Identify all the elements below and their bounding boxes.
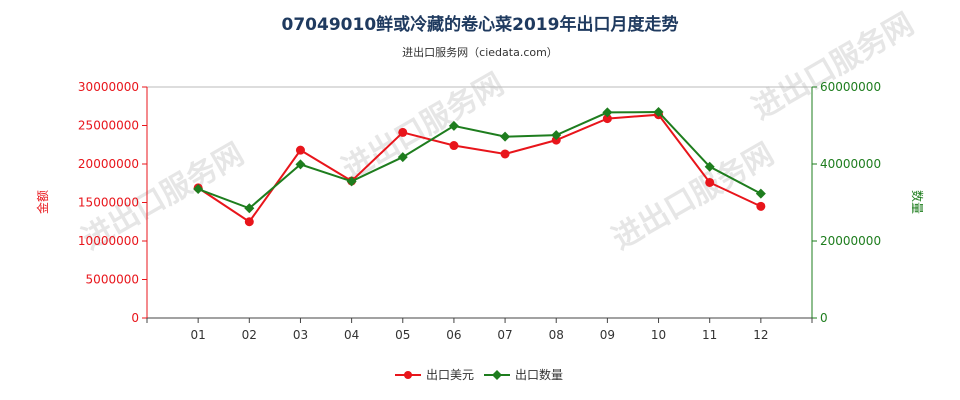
x-tick-label: 08 <box>549 328 564 342</box>
x-tick-label: 04 <box>344 328 359 342</box>
legend: 出口美元 出口数量 <box>395 367 563 382</box>
x-tick-label: 10 <box>651 328 666 342</box>
x-tick-label: 11 <box>702 328 717 342</box>
legend-label-quantity: 出口数量 <box>515 367 563 382</box>
data-point-quantity <box>346 176 357 187</box>
data-point-usd <box>295 145 305 155</box>
left-tick-label: 10000000 <box>78 234 139 248</box>
data-point-quantity <box>704 161 715 172</box>
data-point-usd <box>449 141 459 151</box>
watermark-text: 进出口服务网 <box>337 67 510 187</box>
left-tick-label: 15000000 <box>78 196 139 210</box>
data-point-usd <box>602 114 612 124</box>
x-tick-label: 05 <box>395 328 410 342</box>
data-point-usd <box>244 217 254 227</box>
data-point-quantity <box>244 203 255 214</box>
right-tick-label: 40000000 <box>820 157 881 171</box>
data-point-usd <box>500 149 510 159</box>
legend-marker-quantity <box>492 370 502 380</box>
x-tick-label: 06 <box>446 328 461 342</box>
right-tick-label: 60000000 <box>820 80 881 94</box>
data-point-quantity <box>295 159 306 170</box>
chart-subtitle: 进出口服务网（ciedata.com） <box>402 46 558 59</box>
left-axis-title: 金额 <box>35 190 50 214</box>
left-tick-label: 20000000 <box>78 157 139 171</box>
left-tick-label: 0 <box>131 311 139 325</box>
right-tick-label: 20000000 <box>820 234 881 248</box>
data-point-usd <box>756 201 766 211</box>
series-layer <box>193 107 766 227</box>
left-tick-label: 30000000 <box>78 80 139 94</box>
series-line-2 <box>197 111 762 210</box>
watermark-text: 进出口服务网 <box>747 7 920 127</box>
data-point-usd <box>398 127 408 137</box>
data-point-quantity <box>448 120 459 131</box>
data-point-quantity <box>755 188 766 199</box>
x-tick-label: 09 <box>600 328 615 342</box>
x-tick-label: 02 <box>242 328 257 342</box>
right-axis-title: 数量 <box>910 190 925 214</box>
left-tick-label: 5000000 <box>86 273 139 287</box>
data-point-usd <box>705 177 715 187</box>
data-point-quantity <box>397 152 408 163</box>
series-line-1 <box>197 113 762 224</box>
legend-marker-usd <box>404 371 412 379</box>
data-point-quantity <box>500 131 511 142</box>
data-point-usd <box>551 135 561 145</box>
data-point-quantity <box>193 184 204 195</box>
data-point-quantity <box>653 107 664 118</box>
data-point-quantity <box>551 130 562 141</box>
x-tick-label: 07 <box>497 328 512 342</box>
chart-title: 07049010鲜或冷藏的卷心菜2019年出口月度走势 <box>281 15 679 35</box>
legend-label-usd: 出口美元 <box>426 368 474 382</box>
axes: 0 5000000 10000000 15000000 20000000 25000000… <box>35 80 925 342</box>
data-point-quantity <box>602 107 613 118</box>
watermark-text: 进出口服务网 <box>607 137 780 257</box>
x-tick-label: 03 <box>293 328 308 342</box>
x-tick-label: 12 <box>753 328 768 342</box>
left-tick-label: 25000000 <box>78 119 139 133</box>
x-tick-label: 01 <box>191 328 206 342</box>
right-tick-label: 0 <box>820 311 828 325</box>
